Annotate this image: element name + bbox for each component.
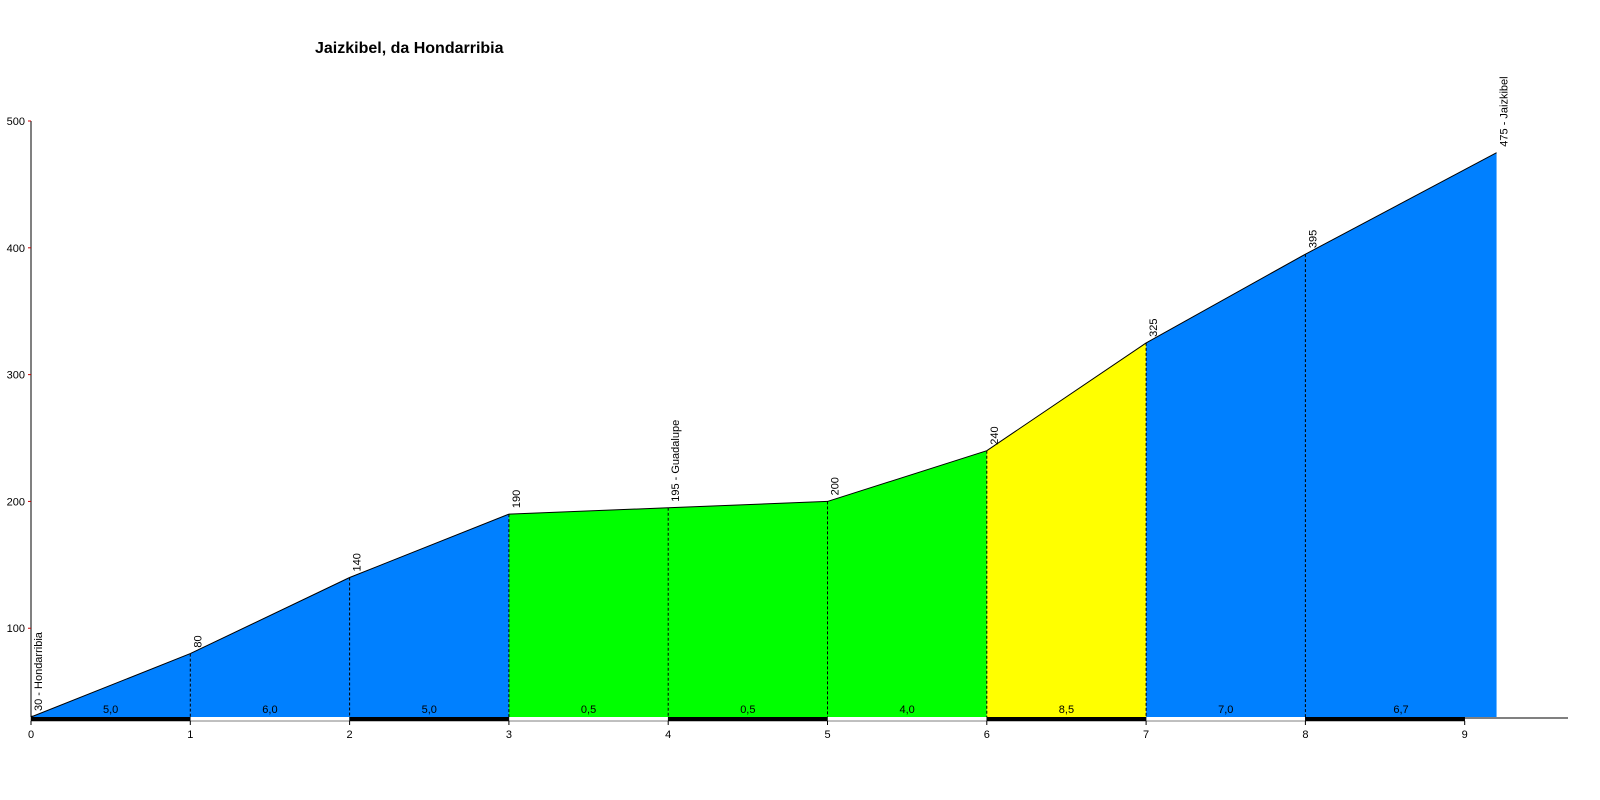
point-label: 240 xyxy=(989,426,1001,444)
profile-edge xyxy=(508,507,669,515)
profile-edge xyxy=(668,500,828,509)
profile-segment xyxy=(508,507,669,717)
x-tick-label: 1 xyxy=(187,729,193,741)
profile-segment xyxy=(190,577,350,717)
point-label: 30 - Hondarribia xyxy=(33,631,45,711)
profile-segment xyxy=(668,501,828,717)
point-label: 195 - Guadalupe xyxy=(670,420,682,502)
gradient-label: 6,0 xyxy=(262,704,277,716)
profile-segment xyxy=(827,450,987,717)
gradient-label: 5,0 xyxy=(103,704,118,716)
profile-edge xyxy=(349,513,510,578)
x-tick-label: 8 xyxy=(1302,729,1308,741)
point-label: 190 xyxy=(511,490,523,508)
x-tick-label: 4 xyxy=(665,729,671,741)
profile-edge xyxy=(1305,152,1497,255)
profile-segment xyxy=(1305,152,1497,717)
profile-edge xyxy=(30,653,191,718)
point-label: 395 xyxy=(1307,230,1319,248)
gradient-label: 4,0 xyxy=(900,704,915,716)
gradient-label: 5,0 xyxy=(422,704,437,716)
point-label: 140 xyxy=(352,553,364,571)
x-tick-label: 2 xyxy=(347,729,353,741)
x-tick-label: 7 xyxy=(1143,729,1149,741)
profile-edge xyxy=(986,342,1147,452)
x-tick-label: 9 xyxy=(1462,729,1468,741)
profile-edge xyxy=(1145,253,1306,344)
chart-title: Jaizkibel, da Hondarribia xyxy=(315,40,504,57)
x-tick-label: 6 xyxy=(984,729,990,741)
profile-edge xyxy=(827,450,987,502)
point-label: 200 xyxy=(830,477,842,495)
profile-edge xyxy=(190,577,350,655)
profile-segment xyxy=(986,342,1147,717)
y-tick-label: 100 xyxy=(7,623,25,635)
x-tick-label: 0 xyxy=(28,729,34,741)
point-label: 325 xyxy=(1148,319,1160,337)
gradient-label: 6,7 xyxy=(1393,704,1408,716)
y-tick-label: 500 xyxy=(7,116,25,128)
gradient-label: 0,5 xyxy=(581,704,596,716)
point-label: 475 - Jaizkibel xyxy=(1499,76,1511,146)
gradient-label: 0,5 xyxy=(740,704,755,716)
point-label: 80 xyxy=(192,635,204,647)
gradient-label: 8,5 xyxy=(1059,704,1074,716)
x-tick-label: 3 xyxy=(506,729,512,741)
profile-segment xyxy=(349,514,509,717)
profile-segment xyxy=(1146,254,1306,718)
y-tick-label: 400 xyxy=(7,243,25,255)
x-tick-label: 5 xyxy=(824,729,830,741)
gradient-label: 7,0 xyxy=(1218,704,1233,716)
y-tick-label: 300 xyxy=(7,370,25,382)
y-tick-label: 200 xyxy=(7,496,25,508)
